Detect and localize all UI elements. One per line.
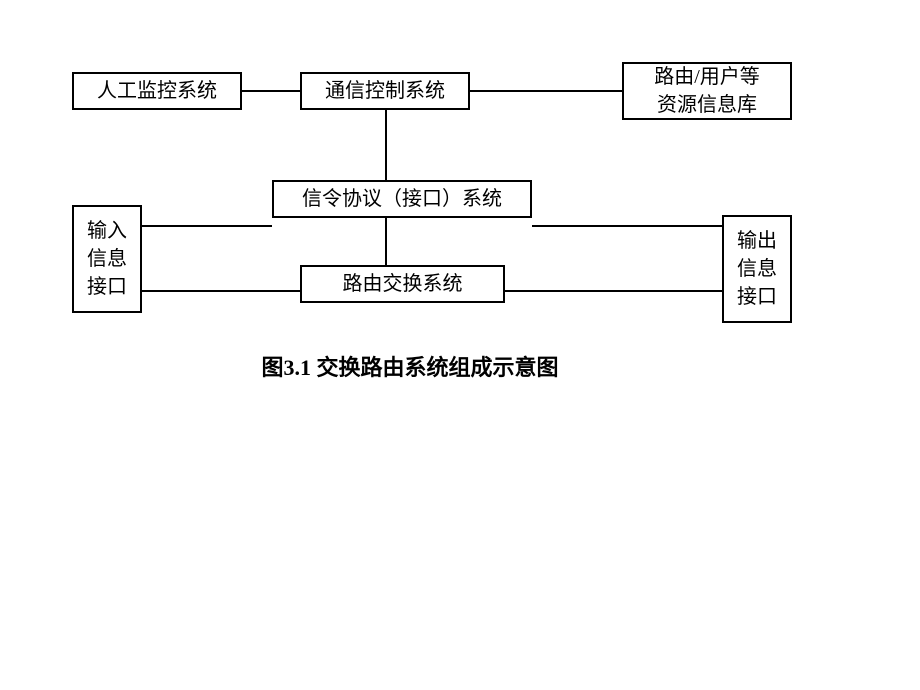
- figure-caption: 图3.1 交换路由系统组成示意图: [195, 350, 625, 382]
- edge-comm-to-signaling: [385, 110, 387, 180]
- edge-signaling-to-routing: [385, 218, 387, 265]
- edge-signaling-to-output: [532, 225, 722, 227]
- node-label: 通信控制系统: [325, 77, 445, 105]
- node-comm-control: 通信控制系统: [300, 72, 470, 110]
- node-label-line: 信息: [87, 245, 127, 273]
- edge-input-to-routing: [142, 290, 300, 292]
- edge-routing-to-output: [505, 290, 722, 292]
- node-input-interface: 输入 信息 接口: [72, 205, 142, 313]
- node-resource-db: 路由/用户等 资源信息库: [622, 62, 792, 120]
- edge-monitor-to-comm: [242, 90, 300, 92]
- caption-text: 图3.1 交换路由系统组成示意图: [261, 355, 558, 380]
- node-output-interface: 输出 信息 接口: [722, 215, 792, 323]
- node-label-line: 输出: [737, 227, 777, 255]
- node-label-line: 接口: [87, 273, 127, 301]
- node-label: 路由交换系统: [343, 270, 463, 298]
- edge-input-to-signaling: [142, 225, 272, 227]
- node-label-multiline: 路由/用户等 资源信息库: [654, 63, 760, 119]
- node-label-line: 路由/用户等: [654, 63, 760, 91]
- node-label-multiline: 输出 信息 接口: [737, 227, 777, 311]
- node-label: 信令协议（接口）系统: [302, 185, 502, 213]
- node-routing-switch: 路由交换系统: [300, 265, 505, 303]
- node-label-line: 接口: [737, 283, 777, 311]
- node-label-line: 资源信息库: [654, 91, 760, 119]
- node-label-line: 信息: [737, 255, 777, 283]
- node-signaling: 信令协议（接口）系统: [272, 180, 532, 218]
- node-label-multiline: 输入 信息 接口: [87, 217, 127, 301]
- edge-comm-to-resource: [470, 90, 622, 92]
- node-label-line: 输入: [87, 217, 127, 245]
- node-manual-monitor: 人工监控系统: [72, 72, 242, 110]
- node-label: 人工监控系统: [97, 77, 217, 105]
